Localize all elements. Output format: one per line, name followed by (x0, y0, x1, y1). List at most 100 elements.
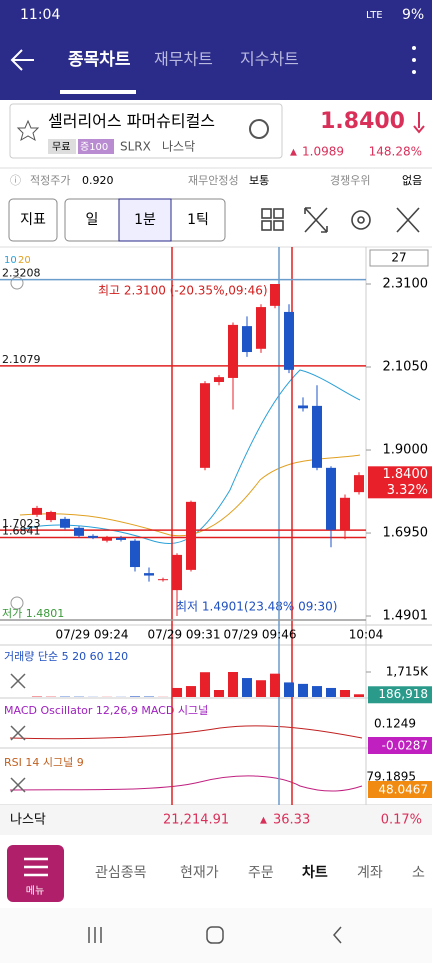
price: 1.8400 (320, 109, 405, 134)
last-label: -0.0287 (382, 739, 428, 753)
system-nav (0, 908, 432, 963)
info-label: 적정주가 (30, 174, 70, 187)
candle-body (186, 502, 196, 570)
x-tick-label: 07/29 09:31 (148, 628, 221, 642)
volume-bar (284, 682, 294, 697)
candle-body (130, 541, 140, 567)
candle-body (228, 325, 238, 378)
volume-bar (354, 694, 364, 697)
button-label: 1틱 (187, 212, 209, 228)
panel-label: RSI 14 시그널 9 (4, 756, 84, 769)
level-label: 1.6841 (2, 524, 41, 537)
ticker-pct: 0.17% (381, 813, 422, 828)
candle-body (172, 555, 182, 590)
nav-item[interactable]: 현재가 (180, 865, 219, 881)
current-pct: 3.32% (387, 483, 428, 498)
current-price: 1.8400 (383, 467, 429, 482)
menu-label: 메뉴 (26, 885, 44, 897)
volume-bar (242, 678, 252, 697)
price-arrow (414, 112, 424, 132)
volume-bar (186, 686, 196, 697)
button-label: 일 (86, 212, 99, 228)
x-tick-label: 07/29 09:46 (224, 628, 297, 642)
volume-bar (298, 684, 308, 697)
volume-bar (172, 688, 182, 697)
y-tick-label: 1.9000 (383, 443, 429, 458)
axis-label: 0.1249 (374, 717, 416, 731)
volume-bar (326, 688, 336, 697)
candle-body (326, 468, 336, 530)
nav-item[interactable]: 소 (412, 865, 425, 881)
change: 1.0989 (302, 145, 344, 159)
ticker-name: 나스닥 (10, 813, 46, 828)
tool-icons[interactable] (262, 208, 419, 232)
up-arrow: ▲ (260, 816, 267, 826)
badge-text: 증100 (80, 141, 108, 153)
candle-body (158, 579, 168, 580)
count: 27 (391, 251, 406, 265)
candle-body (144, 573, 154, 575)
candle-body (74, 528, 84, 536)
battery: 9% (402, 7, 424, 23)
candle-body (340, 498, 350, 530)
candle-body (60, 519, 70, 528)
rsi-line (10, 776, 362, 791)
candle-body (270, 284, 280, 306)
y-tick-label: 1,715K (386, 665, 429, 679)
level-label: 2.3208 (2, 267, 41, 280)
panel-label: 거래량 단순 5 20 60 120 (4, 650, 128, 663)
volume-bar (200, 672, 210, 697)
info-label: 재무안정성 (188, 174, 239, 187)
nav-item[interactable]: 주문 (248, 865, 274, 881)
volume-bar (270, 674, 280, 697)
candle-body (32, 508, 42, 515)
tab[interactable]: 지수차트 (240, 50, 299, 69)
level-label: 저가 1.4801 (2, 607, 64, 620)
volume-bar (312, 686, 322, 697)
candle-body (354, 475, 364, 492)
macd-line (10, 726, 362, 739)
panel-label: MACD Oscillator 12,26,9 MACD 시그널 (4, 704, 208, 717)
close-icons[interactable] (11, 674, 25, 792)
market: 나스닥 (162, 140, 195, 154)
volume-bar (214, 690, 224, 697)
candle-body (214, 377, 224, 382)
candle-body (88, 536, 98, 538)
level-label: 2.1079 (2, 353, 41, 366)
up-arrow: ▲ (290, 148, 297, 158)
ticker-change: 36.33 (273, 813, 310, 828)
info-value: 0.920 (82, 174, 114, 187)
volume-bar (256, 680, 266, 697)
candle-body (242, 326, 252, 352)
button-label: 1분 (134, 212, 156, 228)
volume-last: 186,918 (378, 687, 428, 701)
nav-item[interactable]: 차트 (302, 865, 328, 881)
tab[interactable]: 재무차트 (154, 50, 213, 69)
nav-item[interactable]: 계좌 (357, 865, 383, 881)
help: ⓘ (10, 174, 21, 187)
y-tick-label: 1.6950 (383, 526, 429, 541)
info-label: 경쟁우위 (330, 174, 370, 187)
stock-name: 셀러리어스 파머슈티컬스 (48, 112, 215, 131)
volume-bar (130, 696, 140, 697)
y-tick-label: 1.4901 (383, 609, 429, 624)
network: LTE (366, 10, 383, 21)
tab[interactable]: 종목차트 (68, 50, 131, 70)
ticker-value: 21,214.91 (163, 813, 229, 828)
badge-text: 무료 (52, 142, 70, 153)
ticker: SLRX (120, 140, 151, 154)
candle-body (102, 538, 112, 541)
candle-body (284, 312, 294, 370)
candle-body (46, 512, 56, 520)
candle-body (116, 538, 126, 540)
volume-bar (228, 672, 238, 697)
high-note: 최고 2.3100 (-20.35%,09:46) (98, 284, 268, 298)
nav-item[interactable]: 관심종목 (95, 865, 147, 881)
change-pct: 148.28% (369, 145, 422, 159)
candle-body (256, 307, 266, 349)
button-label: 지표 (20, 212, 46, 228)
info-value: 없음 (402, 174, 422, 187)
volume-bar (340, 690, 350, 697)
